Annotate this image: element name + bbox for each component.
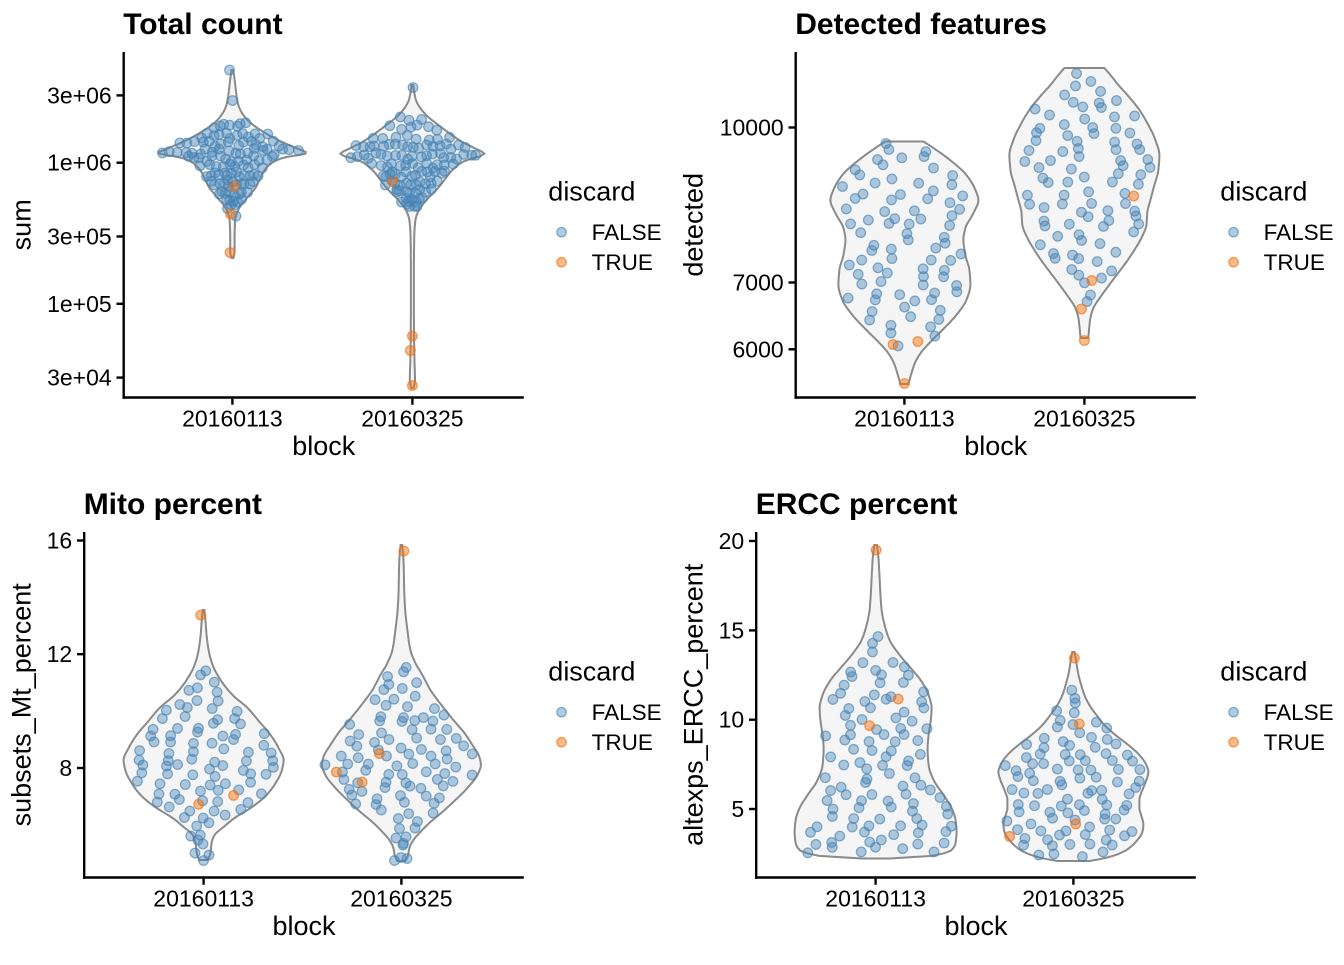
svg-text:TRUE: TRUE [1264, 730, 1325, 755]
svg-text:FALSE: FALSE [1264, 220, 1334, 245]
svg-text:3e+05: 3e+05 [47, 224, 112, 250]
svg-text:discard: discard [548, 177, 635, 207]
svg-text:1e+06: 1e+06 [47, 150, 112, 176]
svg-text:5: 5 [731, 796, 744, 822]
svg-text:20160325: 20160325 [361, 406, 463, 432]
svg-text:discard: discard [1220, 177, 1307, 207]
svg-text:sum: sum [7, 199, 37, 250]
svg-text:1e+05: 1e+05 [47, 291, 112, 317]
svg-text:TRUE: TRUE [1264, 250, 1325, 275]
svg-text:16: 16 [47, 528, 73, 554]
svg-text:FALSE: FALSE [1264, 700, 1334, 725]
svg-text:detected: detected [679, 173, 709, 277]
svg-text:20160325: 20160325 [1033, 406, 1135, 432]
svg-text:FALSE: FALSE [592, 700, 662, 725]
svg-text:20160113: 20160113 [825, 886, 926, 912]
svg-text:20160325: 20160325 [1022, 886, 1124, 912]
svg-text:Mito percent: Mito percent [84, 488, 262, 521]
svg-text:discard: discard [1220, 657, 1307, 687]
svg-text:Total count: Total count [123, 8, 282, 41]
svg-text:FALSE: FALSE [592, 220, 662, 245]
svg-text:10: 10 [719, 707, 745, 733]
svg-text:block: block [272, 911, 336, 941]
svg-text:6000: 6000 [733, 336, 784, 362]
svg-text:20160113: 20160113 [182, 406, 283, 432]
svg-text:subsets_Mt_percent: subsets_Mt_percent [7, 583, 37, 827]
svg-text:20160113: 20160113 [153, 886, 254, 912]
svg-text:block: block [292, 431, 356, 461]
svg-text:discard: discard [548, 657, 635, 687]
svg-text:3e+04: 3e+04 [47, 365, 112, 391]
svg-text:block: block [964, 431, 1028, 461]
svg-text:block: block [944, 911, 1008, 941]
svg-text:altexps_ERCC_percent: altexps_ERCC_percent [679, 563, 709, 846]
svg-text:15: 15 [719, 617, 745, 643]
svg-text:8: 8 [59, 755, 72, 781]
svg-text:20160113: 20160113 [854, 406, 955, 432]
svg-text:TRUE: TRUE [592, 250, 653, 275]
svg-text:Detected features: Detected features [795, 8, 1047, 41]
svg-text:10000: 10000 [720, 115, 784, 141]
svg-text:7000: 7000 [733, 270, 784, 296]
svg-text:12: 12 [47, 641, 73, 667]
svg-text:TRUE: TRUE [592, 730, 653, 755]
svg-text:20: 20 [719, 528, 745, 554]
svg-text:20160325: 20160325 [350, 886, 452, 912]
svg-text:3e+06: 3e+06 [47, 82, 112, 108]
svg-text:ERCC percent: ERCC percent [756, 488, 958, 521]
